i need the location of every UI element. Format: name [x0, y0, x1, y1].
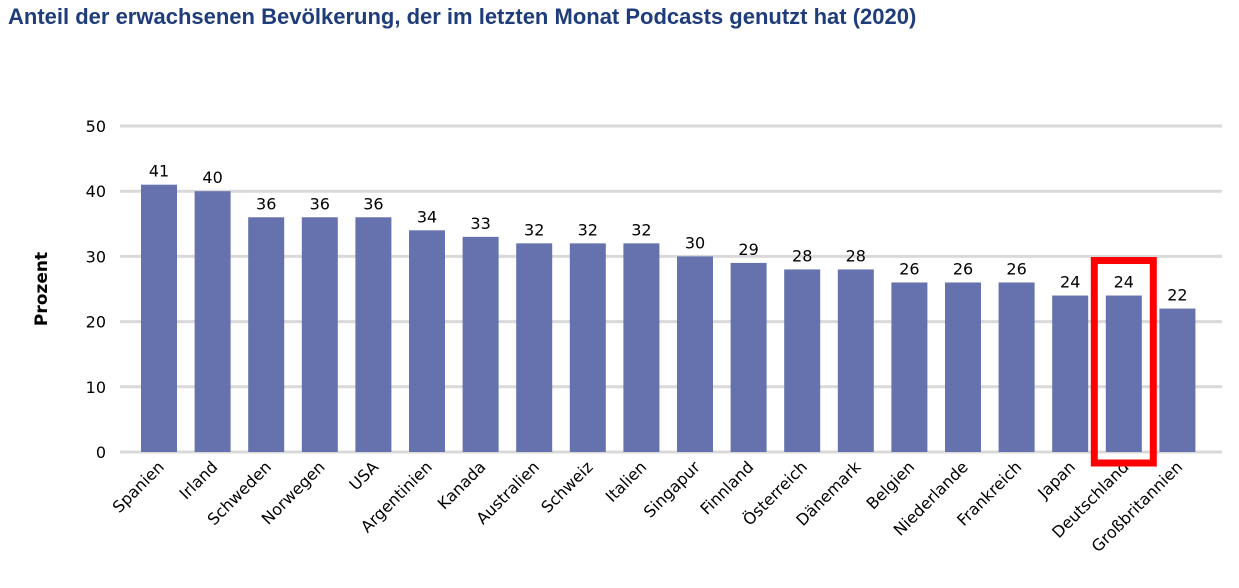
y-tick-label: 40 — [86, 182, 106, 201]
bar-niederlande — [945, 282, 981, 452]
bar-japan — [1052, 295, 1089, 452]
bar-spanien — [141, 184, 177, 452]
bar-kanada — [462, 236, 499, 452]
data-label: 26 — [899, 259, 919, 278]
bar-finnland — [730, 262, 767, 452]
x-tick-label: Italien — [602, 457, 651, 506]
data-label: 24 — [1060, 273, 1080, 292]
data-label: 34 — [417, 207, 437, 226]
bar-norwegen — [301, 217, 338, 452]
bar-schweiz — [569, 243, 606, 452]
bar-dänemark — [837, 269, 874, 452]
y-axis-label: Prozent — [32, 252, 52, 326]
x-tick-label: Singapur — [640, 457, 704, 521]
data-label: 33 — [470, 214, 490, 233]
x-tick-label: Großbritannien — [1088, 457, 1187, 556]
bar-belgien — [891, 282, 928, 452]
data-label: 36 — [363, 194, 383, 213]
bar-usa — [355, 217, 392, 452]
data-label: 32 — [578, 220, 598, 239]
data-label: 30 — [685, 233, 705, 252]
y-tick-label: 20 — [86, 313, 106, 332]
data-label: 36 — [256, 194, 276, 213]
y-tick-label: 0 — [96, 443, 106, 462]
x-tick-label: Schweiz — [537, 457, 596, 516]
highlight-box — [1090, 257, 1157, 467]
y-tick-label: 50 — [86, 117, 106, 136]
bar-argentinien — [409, 230, 445, 452]
bar-frankreich — [998, 282, 1035, 452]
data-label: 28 — [792, 246, 812, 265]
data-label: 40 — [202, 168, 222, 187]
bar-schweden — [248, 217, 285, 452]
x-tick-label: Irland — [176, 457, 222, 503]
data-label: 32 — [631, 220, 651, 239]
x-tick-label: USA — [345, 457, 382, 494]
data-label: 26 — [1006, 259, 1026, 278]
data-label: 24 — [1114, 273, 1134, 292]
y-tick-label: 10 — [86, 378, 106, 397]
data-label: 22 — [1167, 286, 1187, 305]
data-label: 36 — [310, 194, 330, 213]
bar-irland — [194, 191, 231, 452]
data-label: 32 — [524, 220, 544, 239]
bar-deutschland — [1105, 295, 1142, 452]
bar-großbritannien — [1159, 308, 1196, 452]
data-label: 26 — [953, 259, 973, 278]
data-label: 29 — [738, 240, 758, 259]
bar-australien — [516, 243, 553, 452]
x-tick-label: Spanien — [109, 457, 168, 516]
x-tick-label: Japan — [1033, 457, 1079, 503]
bar-singapur — [677, 256, 713, 452]
bar-italien — [623, 243, 660, 452]
chart-title: Anteil der erwachsenen Bevölkerung, der … — [8, 4, 917, 29]
data-label: 41 — [149, 162, 169, 181]
data-label: 28 — [846, 246, 866, 265]
y-tick-label: 30 — [86, 247, 106, 266]
bar-österreich — [784, 269, 821, 452]
